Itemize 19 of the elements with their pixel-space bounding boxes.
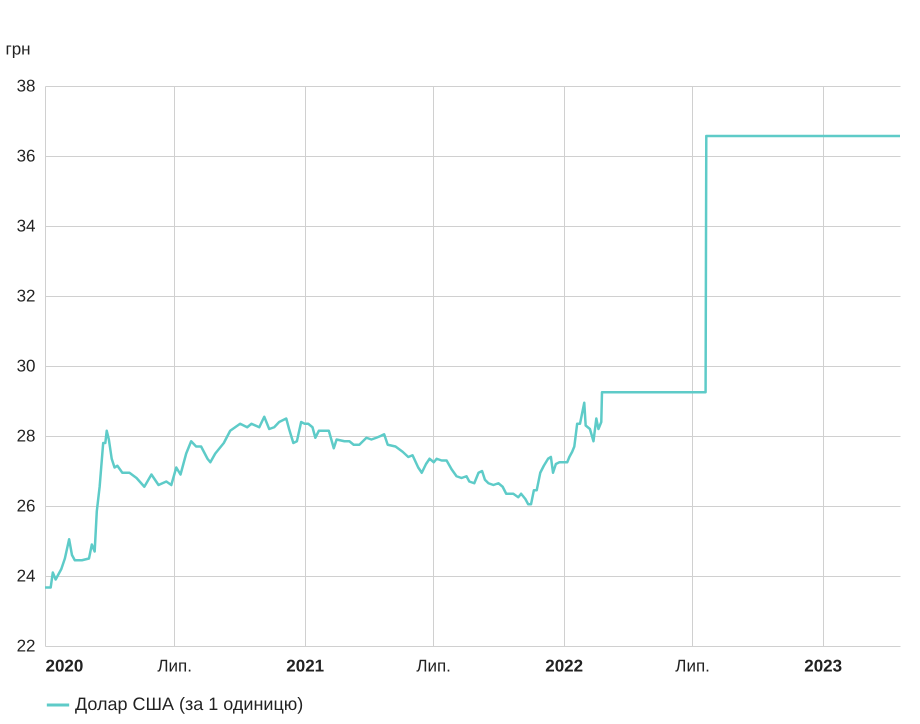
x-tick-label: 2022 xyxy=(545,656,584,676)
y-tick-label: 24 xyxy=(16,566,36,586)
x-tick-label: Лип. xyxy=(157,656,192,676)
x-tick-label: Лип. xyxy=(675,656,710,676)
y-tick-label: 30 xyxy=(16,356,36,376)
line-series xyxy=(45,134,900,589)
y-tick-label: 22 xyxy=(16,636,36,656)
x-tick-label: Лип. xyxy=(416,656,451,676)
y-tick-label: 36 xyxy=(16,146,36,166)
y-tick-label: 32 xyxy=(16,286,36,306)
y-axis-title: грн xyxy=(6,40,31,58)
y-tick-label: 34 xyxy=(16,216,36,236)
y-tick-label: 28 xyxy=(16,426,36,446)
legend-label: Долар США (за 1 одиницю) xyxy=(75,694,304,714)
y-tick-label: 38 xyxy=(16,76,36,96)
x-tick-label: 2020 xyxy=(46,656,84,676)
y-tick-label: 26 xyxy=(16,496,36,516)
x-tick-label: 2021 xyxy=(286,656,324,676)
x-tick-label: 2023 xyxy=(804,656,842,676)
